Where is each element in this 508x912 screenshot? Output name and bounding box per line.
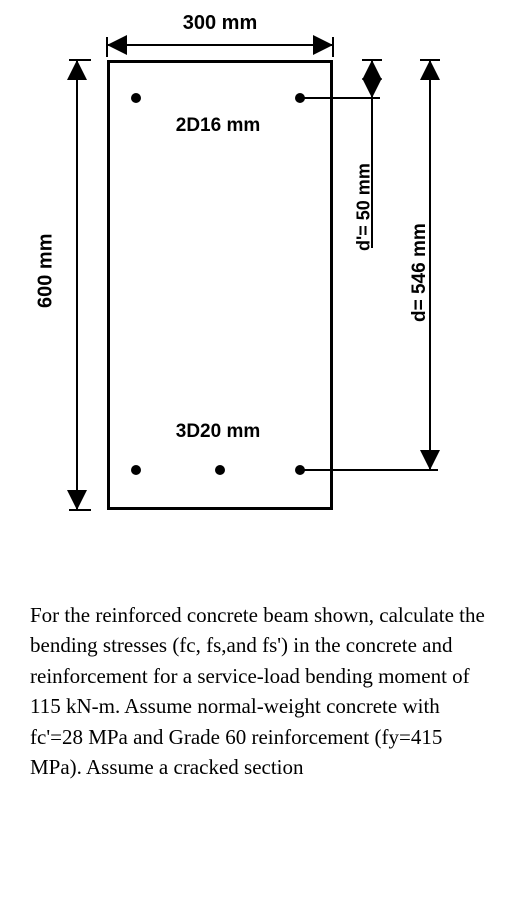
dim-width-label: 300 mm bbox=[183, 12, 258, 35]
rebar-dot bbox=[295, 465, 305, 475]
dimension-lines bbox=[0, 0, 508, 550]
bottom-rebar-label: 3D20 mm bbox=[176, 421, 261, 443]
rebar-dot bbox=[215, 465, 225, 475]
dim-height-label: 600 mm bbox=[35, 234, 58, 309]
rebar-dot bbox=[131, 465, 141, 475]
dim-d-label: d= 546 mm bbox=[409, 223, 431, 322]
beam-cross-section-diagram: 300 mm 600 mm d'= 50 mm d= 546 mm 2D16 m… bbox=[0, 0, 508, 550]
top-rebar-label: 2D16 mm bbox=[176, 115, 261, 137]
rebar-dot bbox=[131, 93, 141, 103]
dim-dprime-label: d'= 50 mm bbox=[354, 163, 375, 251]
rebar-dot bbox=[295, 93, 305, 103]
problem-statement: For the reinforced concrete beam shown, … bbox=[30, 600, 490, 783]
